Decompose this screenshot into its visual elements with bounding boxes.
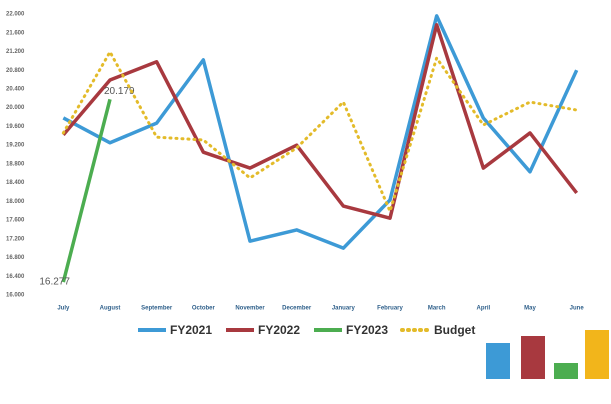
x-tick-label: March	[428, 306, 446, 312]
inset-bar	[521, 336, 545, 379]
x-tick-label: December	[282, 306, 312, 312]
y-tick-label: 17.200	[6, 236, 25, 242]
x-tick-label: May	[524, 306, 536, 312]
x-tick-label: September	[141, 306, 173, 312]
legend-label: Budget	[434, 323, 475, 337]
series-line	[61, 50, 579, 213]
y-tick-label: 18.800	[6, 161, 25, 167]
series-line	[61, 98, 112, 283]
series-line	[62, 14, 579, 250]
y-tick-label: 20.400	[6, 87, 25, 93]
y-tick-label: 19.600	[6, 124, 25, 130]
y-tick-label: 21.600	[6, 30, 25, 36]
y-tick-label: 21.200	[6, 49, 25, 55]
legend-label: FY2023	[346, 323, 388, 337]
data-label: 16.277	[39, 277, 70, 288]
y-tick-label: 19.200	[6, 143, 25, 149]
x-tick-label: January	[332, 306, 356, 312]
y-tick-label: 17.600	[6, 218, 25, 224]
y-tick-label: 16.400	[6, 274, 25, 280]
y-tick-label: 20.000	[6, 105, 25, 111]
inset-bar	[554, 363, 578, 379]
data-label: 20.179	[104, 86, 135, 97]
y-tick-label: 16.000	[6, 293, 25, 299]
x-tick-label: April	[476, 306, 490, 312]
inset-bar	[585, 330, 609, 379]
series-line	[62, 23, 579, 220]
y-tick-label: 16.800	[6, 255, 25, 261]
inset-bar	[486, 343, 510, 379]
legend-label: FY2022	[258, 323, 300, 337]
x-tick-label: August	[100, 306, 121, 312]
y-tick-label: 18.400	[6, 180, 25, 186]
legend-label: FY2021	[170, 323, 212, 337]
y-tick-label: 18.000	[6, 199, 25, 205]
x-tick-label: July	[57, 306, 70, 312]
y-tick-label: 22.000	[6, 12, 25, 18]
inset-summary	[486, 330, 609, 379]
x-tick-label: November	[235, 306, 265, 312]
y-tick-label: 20.800	[6, 68, 25, 74]
x-tick-label: February	[377, 306, 403, 312]
x-tick-label: October	[192, 306, 216, 312]
x-tick-label: June	[570, 306, 585, 312]
